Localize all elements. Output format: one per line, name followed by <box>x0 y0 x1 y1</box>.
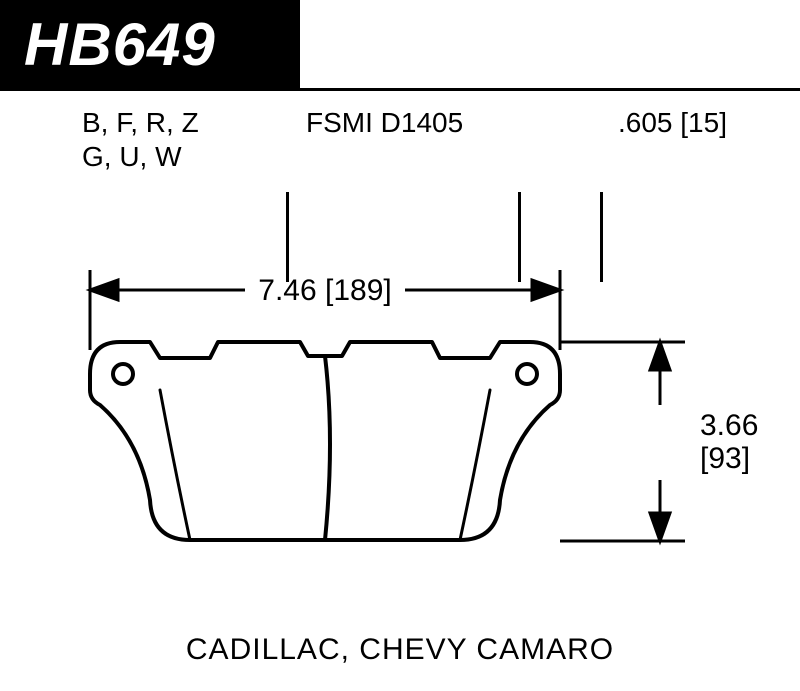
height-dimension-line1: 3.66 <box>700 409 758 442</box>
compound-codes-line1: B, F, R, Z <box>82 106 199 140</box>
compound-codes-line2: G, U, W <box>82 140 182 174</box>
header-underline <box>0 88 800 91</box>
height-dimension-line2: [93] <box>700 442 750 475</box>
header-bar: HB649 <box>0 0 300 88</box>
fsmi-code: FSMI D1405 <box>306 106 463 140</box>
spec-row: B, F, R, Z G, U, W FSMI D1405 .605 [15] <box>0 96 800 186</box>
part-number: HB649 <box>24 10 216 79</box>
thickness-spec: .605 [15] <box>618 106 727 140</box>
width-dimension-label: 7.46 [189] <box>258 274 391 307</box>
vehicle-application: CADILLAC, CHEVY CAMARO <box>0 633 800 667</box>
brake-pad-diagram: 7.46 [189] 3.66 [93] <box>0 240 800 600</box>
